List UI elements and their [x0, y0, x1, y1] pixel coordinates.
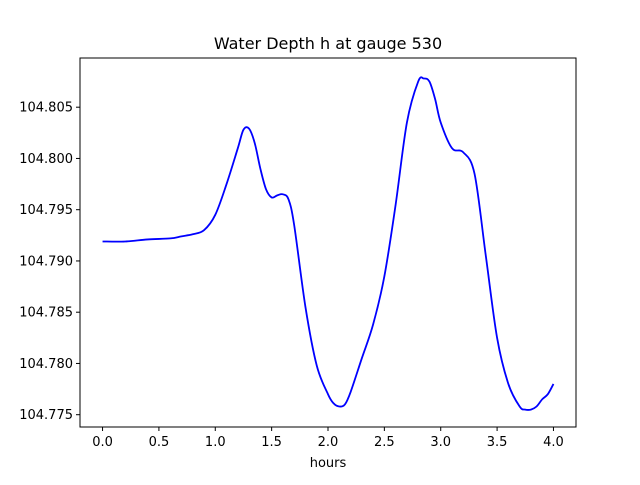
y-tick-label: 104.805: [19, 101, 73, 116]
x-tick-label: 3.5: [487, 435, 508, 450]
x-tick-label: 4.0: [543, 435, 564, 450]
x-tick-label: 2.5: [374, 435, 395, 450]
x-tick-label: 0.0: [92, 435, 113, 450]
y-tick-label: 104.780: [19, 357, 73, 372]
x-tick-label: 1.0: [205, 435, 226, 450]
x-tick-label: 2.0: [318, 435, 339, 450]
x-tick-label: 0.5: [149, 435, 170, 450]
x-tick-label: 1.5: [261, 435, 282, 450]
y-tick-label: 104.790: [19, 254, 73, 269]
series-line: [102, 76, 555, 411]
plot-area-frame: [79, 57, 577, 428]
x-axis-label: hours: [310, 456, 347, 471]
y-tick-label: 104.800: [19, 152, 73, 167]
series-layer: [102, 76, 555, 411]
y-tick-label: 104.775: [19, 408, 73, 423]
chart-title: Water Depth h at gauge 530: [214, 34, 442, 53]
x-axis-ticks: 0.0 0.5 1.0 1.5 2.0 2.5 3.0 3.5 4.0: [92, 427, 564, 450]
y-axis-ticks: 104.775 104.780 104.785 104.790 104.795 104.8…: [19, 101, 80, 423]
x-tick-label: 3.0: [430, 435, 451, 450]
y-tick-label: 104.785: [19, 306, 73, 321]
y-tick-label: 104.795: [19, 203, 73, 218]
